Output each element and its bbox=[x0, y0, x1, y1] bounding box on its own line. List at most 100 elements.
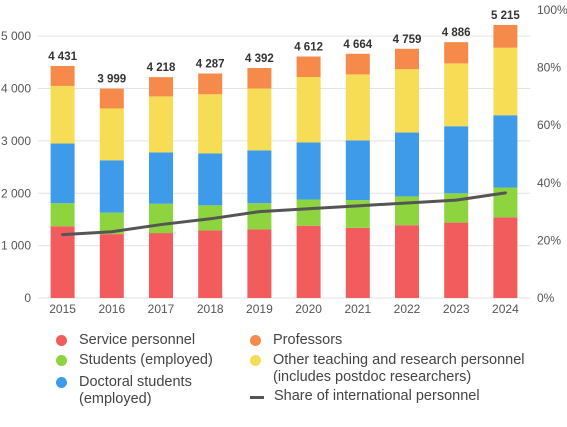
bar-segment bbox=[149, 152, 173, 204]
legend-label-doctoral: Doctoral students (employed) bbox=[79, 374, 192, 407]
x-tick-label: 2021 bbox=[344, 302, 371, 316]
y-tick-label: 1 000 bbox=[1, 239, 31, 253]
share-line-path bbox=[61, 191, 507, 237]
x-tick-label: 2018 bbox=[197, 302, 224, 316]
legend-item-doctoral: Doctoral students (employed) bbox=[56, 374, 192, 408]
total-label: 4 218 bbox=[147, 62, 176, 74]
total-label: 4 612 bbox=[294, 41, 323, 53]
bar-segment bbox=[444, 222, 469, 298]
y-axis-left: 0 1 000 2 000 3 000 4 000 5 000 bbox=[1, 29, 31, 305]
bar-segment bbox=[395, 69, 419, 133]
bar-segment bbox=[493, 217, 518, 298]
y-tick-label: 2 000 bbox=[1, 186, 31, 200]
legend-swatch-professors bbox=[250, 335, 261, 346]
bar-segment bbox=[395, 225, 419, 298]
bar-segment bbox=[99, 108, 124, 161]
y-tick-label: 0 bbox=[24, 291, 31, 305]
x-tick-label: 2020 bbox=[295, 302, 322, 316]
bar-segment bbox=[444, 42, 469, 64]
y-tick-label: 5 000 bbox=[1, 29, 31, 43]
bar-segment bbox=[247, 150, 272, 204]
stacked-bars bbox=[50, 24, 518, 298]
bar-segment bbox=[493, 24, 518, 48]
x-tick-label: 2016 bbox=[98, 302, 125, 316]
y2-tick-label: 40% bbox=[537, 176, 561, 190]
bar-segment bbox=[296, 77, 321, 143]
total-label: 4 287 bbox=[196, 59, 225, 71]
total-label: 4 886 bbox=[442, 27, 471, 39]
y2-tick-label: 100% bbox=[537, 3, 567, 17]
bar-segment bbox=[247, 68, 272, 89]
total-label: 4 392 bbox=[245, 53, 274, 65]
x-tick-label: 2023 bbox=[443, 302, 470, 316]
total-label: 5 215 bbox=[491, 10, 520, 22]
bar-segment bbox=[296, 56, 321, 78]
legend-swatch-service bbox=[56, 335, 67, 346]
bar-segment bbox=[99, 212, 124, 235]
bar-segment bbox=[345, 140, 370, 201]
legend-label-service: Service personnel bbox=[79, 332, 196, 348]
y-tick-label: 3 000 bbox=[1, 134, 31, 148]
bar-segment bbox=[493, 47, 518, 116]
bar-segment bbox=[296, 142, 321, 200]
bar-segment bbox=[444, 126, 469, 194]
y2-tick-label: 80% bbox=[537, 61, 561, 75]
legend-label-professors: Professors bbox=[273, 332, 343, 348]
legend-label-students: Students (employed) bbox=[79, 352, 213, 368]
bar-segment bbox=[99, 234, 124, 298]
bar-segment bbox=[198, 230, 223, 298]
bar-segment bbox=[50, 143, 75, 204]
y2-tick-label: 20% bbox=[537, 233, 561, 247]
bar-segment bbox=[99, 160, 124, 213]
bar-segment bbox=[50, 65, 75, 86]
total-labels: 4 431 3 999 4 218 4 287 4 392 4 612 4 664 4 759… bbox=[48, 10, 520, 86]
bar-segment bbox=[149, 233, 173, 298]
legend-swatch-share bbox=[250, 396, 264, 399]
legend-item-share: Share of international personnel bbox=[250, 388, 480, 405]
total-label: 4 431 bbox=[48, 51, 77, 63]
bar-segment bbox=[444, 63, 469, 127]
bar-segment bbox=[395, 196, 419, 226]
x-tick-label: 2019 bbox=[246, 302, 273, 316]
bar-segment bbox=[247, 229, 272, 298]
bar-segment bbox=[296, 199, 321, 226]
bar-segment bbox=[493, 115, 518, 188]
legend-item-service: Service personnel bbox=[56, 332, 195, 349]
bar-segment bbox=[345, 53, 370, 75]
legend-item-students: Students (employed) bbox=[56, 352, 213, 369]
share-line bbox=[61, 191, 507, 237]
y2-tick-label: 60% bbox=[537, 118, 561, 132]
bar-segment bbox=[198, 73, 223, 95]
bar-segment bbox=[296, 225, 321, 298]
total-label: 3 999 bbox=[97, 74, 126, 86]
y-axis-right: 0% 20% 40% 60% 80% 100% bbox=[537, 3, 567, 305]
bar-segment bbox=[149, 96, 173, 153]
legend-item-other: Other teaching and research personnel (i… bbox=[250, 352, 525, 386]
bar-segment bbox=[395, 48, 419, 70]
bar-segment bbox=[149, 77, 173, 97]
y-tick-label: 4 000 bbox=[1, 82, 31, 96]
x-tick-label: 2015 bbox=[49, 302, 76, 316]
bar-segment bbox=[99, 88, 124, 109]
bar-segment bbox=[345, 74, 370, 141]
bar-segment bbox=[50, 226, 75, 298]
x-tick-label: 2024 bbox=[492, 302, 519, 316]
total-label: 4 664 bbox=[343, 39, 372, 51]
bar-segment bbox=[247, 203, 272, 230]
bar-segment bbox=[247, 88, 272, 151]
bar-segment bbox=[50, 85, 75, 144]
x-tick-label: 2022 bbox=[394, 302, 421, 316]
legend-swatch-doctoral bbox=[56, 377, 67, 388]
legend-swatch-students bbox=[56, 355, 67, 366]
bar-segment bbox=[395, 132, 419, 197]
legend: Service personnel Students (employed) Do… bbox=[56, 326, 556, 422]
legend-item-professors: Professors bbox=[250, 332, 342, 349]
y2-tick-label: 0% bbox=[537, 291, 555, 305]
bar-segment bbox=[50, 203, 75, 227]
chart-area: 0 1 000 2 000 3 000 4 000 5 000 0% 20% 40% 60% 80… bbox=[1, 3, 567, 316]
x-tick-label: 2017 bbox=[148, 302, 175, 316]
total-label: 4 759 bbox=[393, 34, 422, 46]
x-axis: 2015 2016 2017 2018 2019 2020 2021 2022 2023 2024 bbox=[49, 302, 519, 316]
legend-label-other: Other teaching and research personnel (i… bbox=[273, 352, 525, 385]
legend-label-share: Share of international personnel bbox=[274, 388, 480, 404]
